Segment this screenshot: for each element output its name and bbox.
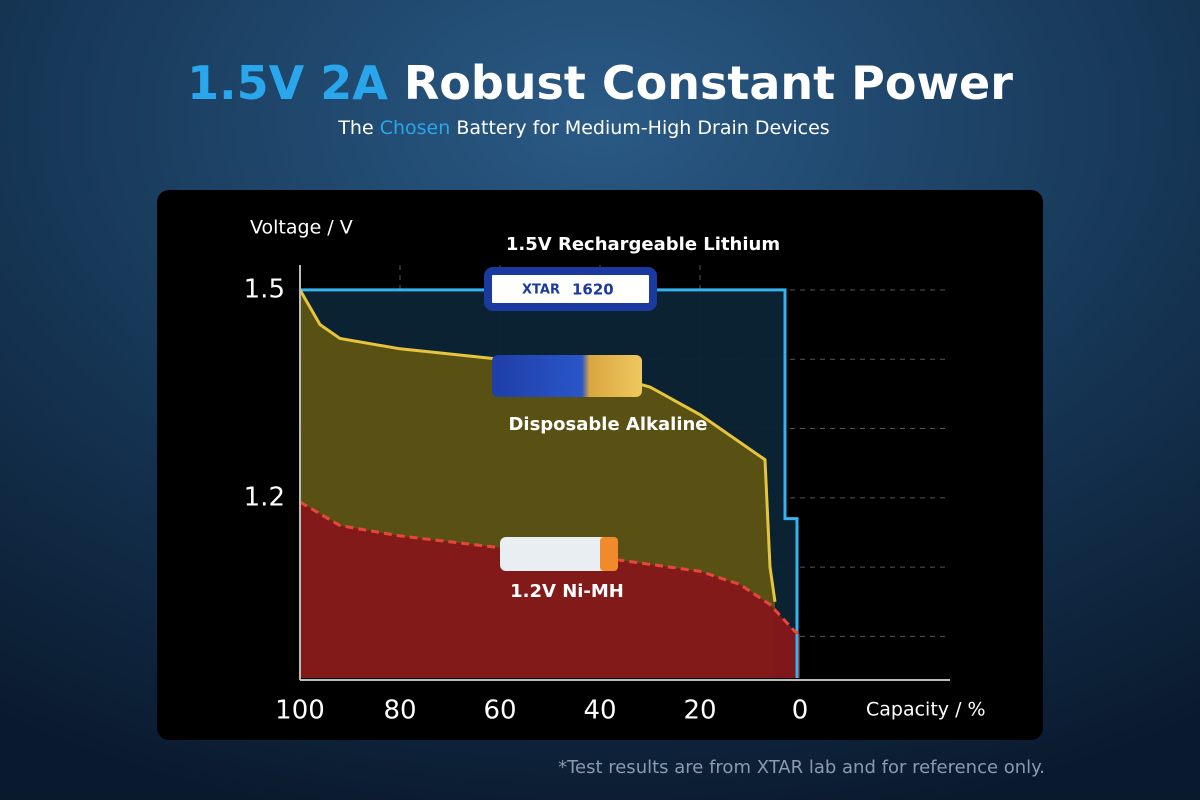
plot: 1.5 1.2 100 80 60 40 20 0 XTAR 1620 1.5V Rechargea… [244, 234, 950, 726]
series-label: Disposable Alkaline [508, 414, 707, 435]
x-tick-label: 80 [383, 696, 416, 726]
battery-brand: XTAR [522, 283, 560, 298]
x-tick-label: 40 [583, 696, 616, 726]
x-tick-label: 100 [275, 696, 325, 726]
title-rest: Robust Constant Power [404, 56, 1013, 110]
x-tick-label: 20 [683, 696, 716, 726]
x-axis-label: Capacity / % [866, 699, 986, 721]
subtitle-highlight: Chosen [380, 117, 451, 139]
series-label: 1.5V Rechargeable Lithium [506, 234, 780, 255]
y-tick-label: 1.5 [244, 274, 285, 304]
battery-alkaline [492, 355, 642, 397]
battery-nimh [500, 537, 618, 571]
series-label: 1.2V Ni-MH [510, 581, 624, 602]
x-tick-label: 0 [792, 696, 809, 726]
title: 1.5V 2A Robust Constant Power [187, 56, 1013, 110]
battery-nimh-cap [600, 537, 618, 571]
x-tick-label: 60 [483, 696, 516, 726]
battery-lithium: XTAR 1620 [484, 267, 657, 311]
y-tick-label: 1.2 [244, 482, 285, 512]
subtitle-part: Battery for Medium-High Drain Devices [456, 117, 829, 139]
title-highlight: 1.5V 2A [187, 56, 388, 110]
y-axis-label: Voltage / V [250, 217, 353, 239]
series-line [299, 500, 801, 636]
subtitle: The Chosen Battery for Medium-High Drain… [337, 117, 829, 139]
battery-body [484, 267, 657, 311]
footnote: *Test results are from XTAR lab and for … [558, 757, 1045, 778]
subtitle-part: The [337, 117, 373, 139]
battery-capacity: 1620 [572, 281, 614, 299]
series-area [300, 502, 800, 678]
